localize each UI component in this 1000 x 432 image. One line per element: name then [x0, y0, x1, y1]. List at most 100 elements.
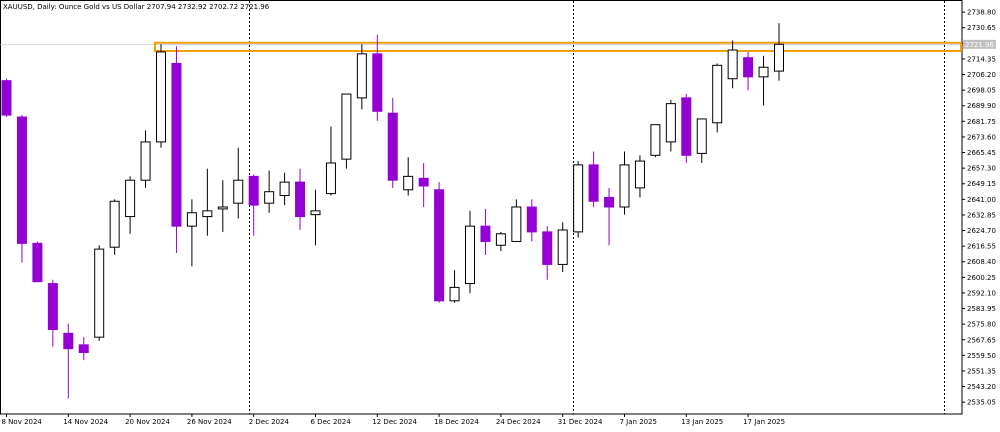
candle[interactable] [774, 23, 784, 81]
candle[interactable] [511, 199, 522, 242]
candle[interactable] [526, 199, 537, 242]
y-tick-label: 2730.65 [967, 24, 996, 32]
candle[interactable] [542, 226, 553, 280]
candle[interactable] [418, 162, 429, 207]
candle[interactable] [125, 176, 136, 234]
resistance-zone-rectangle[interactable] [154, 41, 962, 52]
candle[interactable] [665, 99, 676, 152]
candle[interactable] [186, 199, 197, 267]
candle[interactable] [387, 97, 398, 188]
plot-frame [0, 0, 963, 415]
candle[interactable] [681, 94, 692, 163]
candle[interactable] [588, 151, 599, 207]
candle-body [758, 66, 769, 78]
candle[interactable] [727, 40, 738, 89]
y-tick-label: 2616.55 [967, 243, 996, 251]
candle-body [356, 53, 367, 99]
candle[interactable] [94, 245, 105, 341]
current-price-label: 2721.96 [965, 41, 994, 49]
candle[interactable] [279, 172, 290, 206]
candle-body [449, 286, 460, 302]
candle[interactable] [372, 34, 383, 121]
candle-body [465, 225, 475, 285]
candle-body [217, 206, 228, 210]
y-tick-label: 2657.30 [967, 165, 996, 173]
candle[interactable] [264, 170, 275, 213]
candle-body [325, 162, 336, 195]
candle[interactable] [47, 279, 58, 347]
y-tick-label: 2706.20 [967, 71, 996, 79]
y-tick-label: 2575.80 [967, 321, 996, 329]
candle-body [125, 179, 136, 218]
candle-body [156, 51, 166, 143]
x-tick-label: 7 Jan 2025 [620, 418, 658, 426]
candle-body [63, 332, 74, 350]
candle-body [495, 233, 506, 246]
y-tick-label: 2543.20 [967, 383, 996, 391]
y-tick-label: 2665.45 [967, 149, 996, 157]
candle-body [264, 191, 275, 204]
candle[interactable] [480, 208, 491, 255]
candle[interactable] [248, 174, 259, 236]
candle[interactable] [233, 147, 244, 219]
candle-body [557, 229, 568, 265]
y-tick-label: 2535.05 [967, 399, 996, 407]
candle[interactable] [109, 199, 120, 255]
candle[interactable] [171, 46, 182, 253]
candle[interactable] [465, 210, 475, 294]
candle[interactable] [310, 189, 321, 246]
chart-title: XAUUSD, Daily: Ounce Gold vs US Dollar 2… [3, 3, 270, 11]
candle[interactable] [202, 168, 213, 236]
candle[interactable] [650, 124, 661, 158]
candle[interactable] [696, 118, 707, 163]
y-tick-label: 2649.15 [967, 180, 996, 188]
candle[interactable] [434, 182, 445, 303]
candle[interactable] [1, 78, 12, 118]
y-tick-label: 2714.35 [967, 55, 996, 63]
candle[interactable] [16, 115, 27, 263]
y-tick-label: 2698.05 [967, 87, 996, 95]
candle-body [511, 206, 522, 242]
y-tick-label: 2567.65 [967, 336, 996, 344]
candle-body [403, 175, 414, 191]
candle-body [387, 112, 398, 181]
candle[interactable] [712, 63, 723, 133]
candle-body [341, 93, 352, 160]
candle[interactable] [449, 270, 460, 303]
candle[interactable] [743, 51, 754, 91]
y-tick-label: 2559.50 [967, 352, 996, 360]
candle[interactable] [758, 55, 769, 106]
y-tick-label: 2624.70 [967, 227, 996, 235]
candle[interactable] [63, 323, 74, 399]
candle[interactable] [156, 44, 166, 148]
x-tick-label: 2 Dec 2024 [249, 418, 290, 426]
candle[interactable] [619, 151, 630, 215]
candle[interactable] [140, 130, 151, 188]
candle[interactable] [217, 180, 228, 232]
candle[interactable] [32, 241, 43, 283]
candle-body [32, 242, 43, 283]
candle-body [681, 97, 692, 156]
candle[interactable] [495, 231, 506, 252]
candle[interactable] [356, 44, 367, 110]
candle[interactable] [604, 187, 615, 246]
candle[interactable] [341, 93, 352, 169]
y-tick-label: 2551.35 [967, 367, 996, 375]
y-tick-label: 2600.25 [967, 274, 996, 282]
candle-body [279, 181, 290, 197]
candle[interactable] [295, 168, 306, 230]
x-tick-label: 8 Nov 2024 [2, 418, 43, 426]
candle[interactable] [557, 222, 568, 273]
candle-body [650, 124, 661, 156]
candle[interactable] [573, 161, 584, 238]
candle[interactable] [634, 155, 645, 198]
candle[interactable] [78, 337, 89, 361]
current-price-tag [963, 39, 996, 49]
candle-body [434, 189, 445, 302]
candle[interactable] [403, 157, 414, 196]
y-tick-label: 2681.75 [967, 118, 996, 126]
candle[interactable] [325, 126, 336, 196]
y-tick-label: 2632.85 [967, 211, 996, 219]
